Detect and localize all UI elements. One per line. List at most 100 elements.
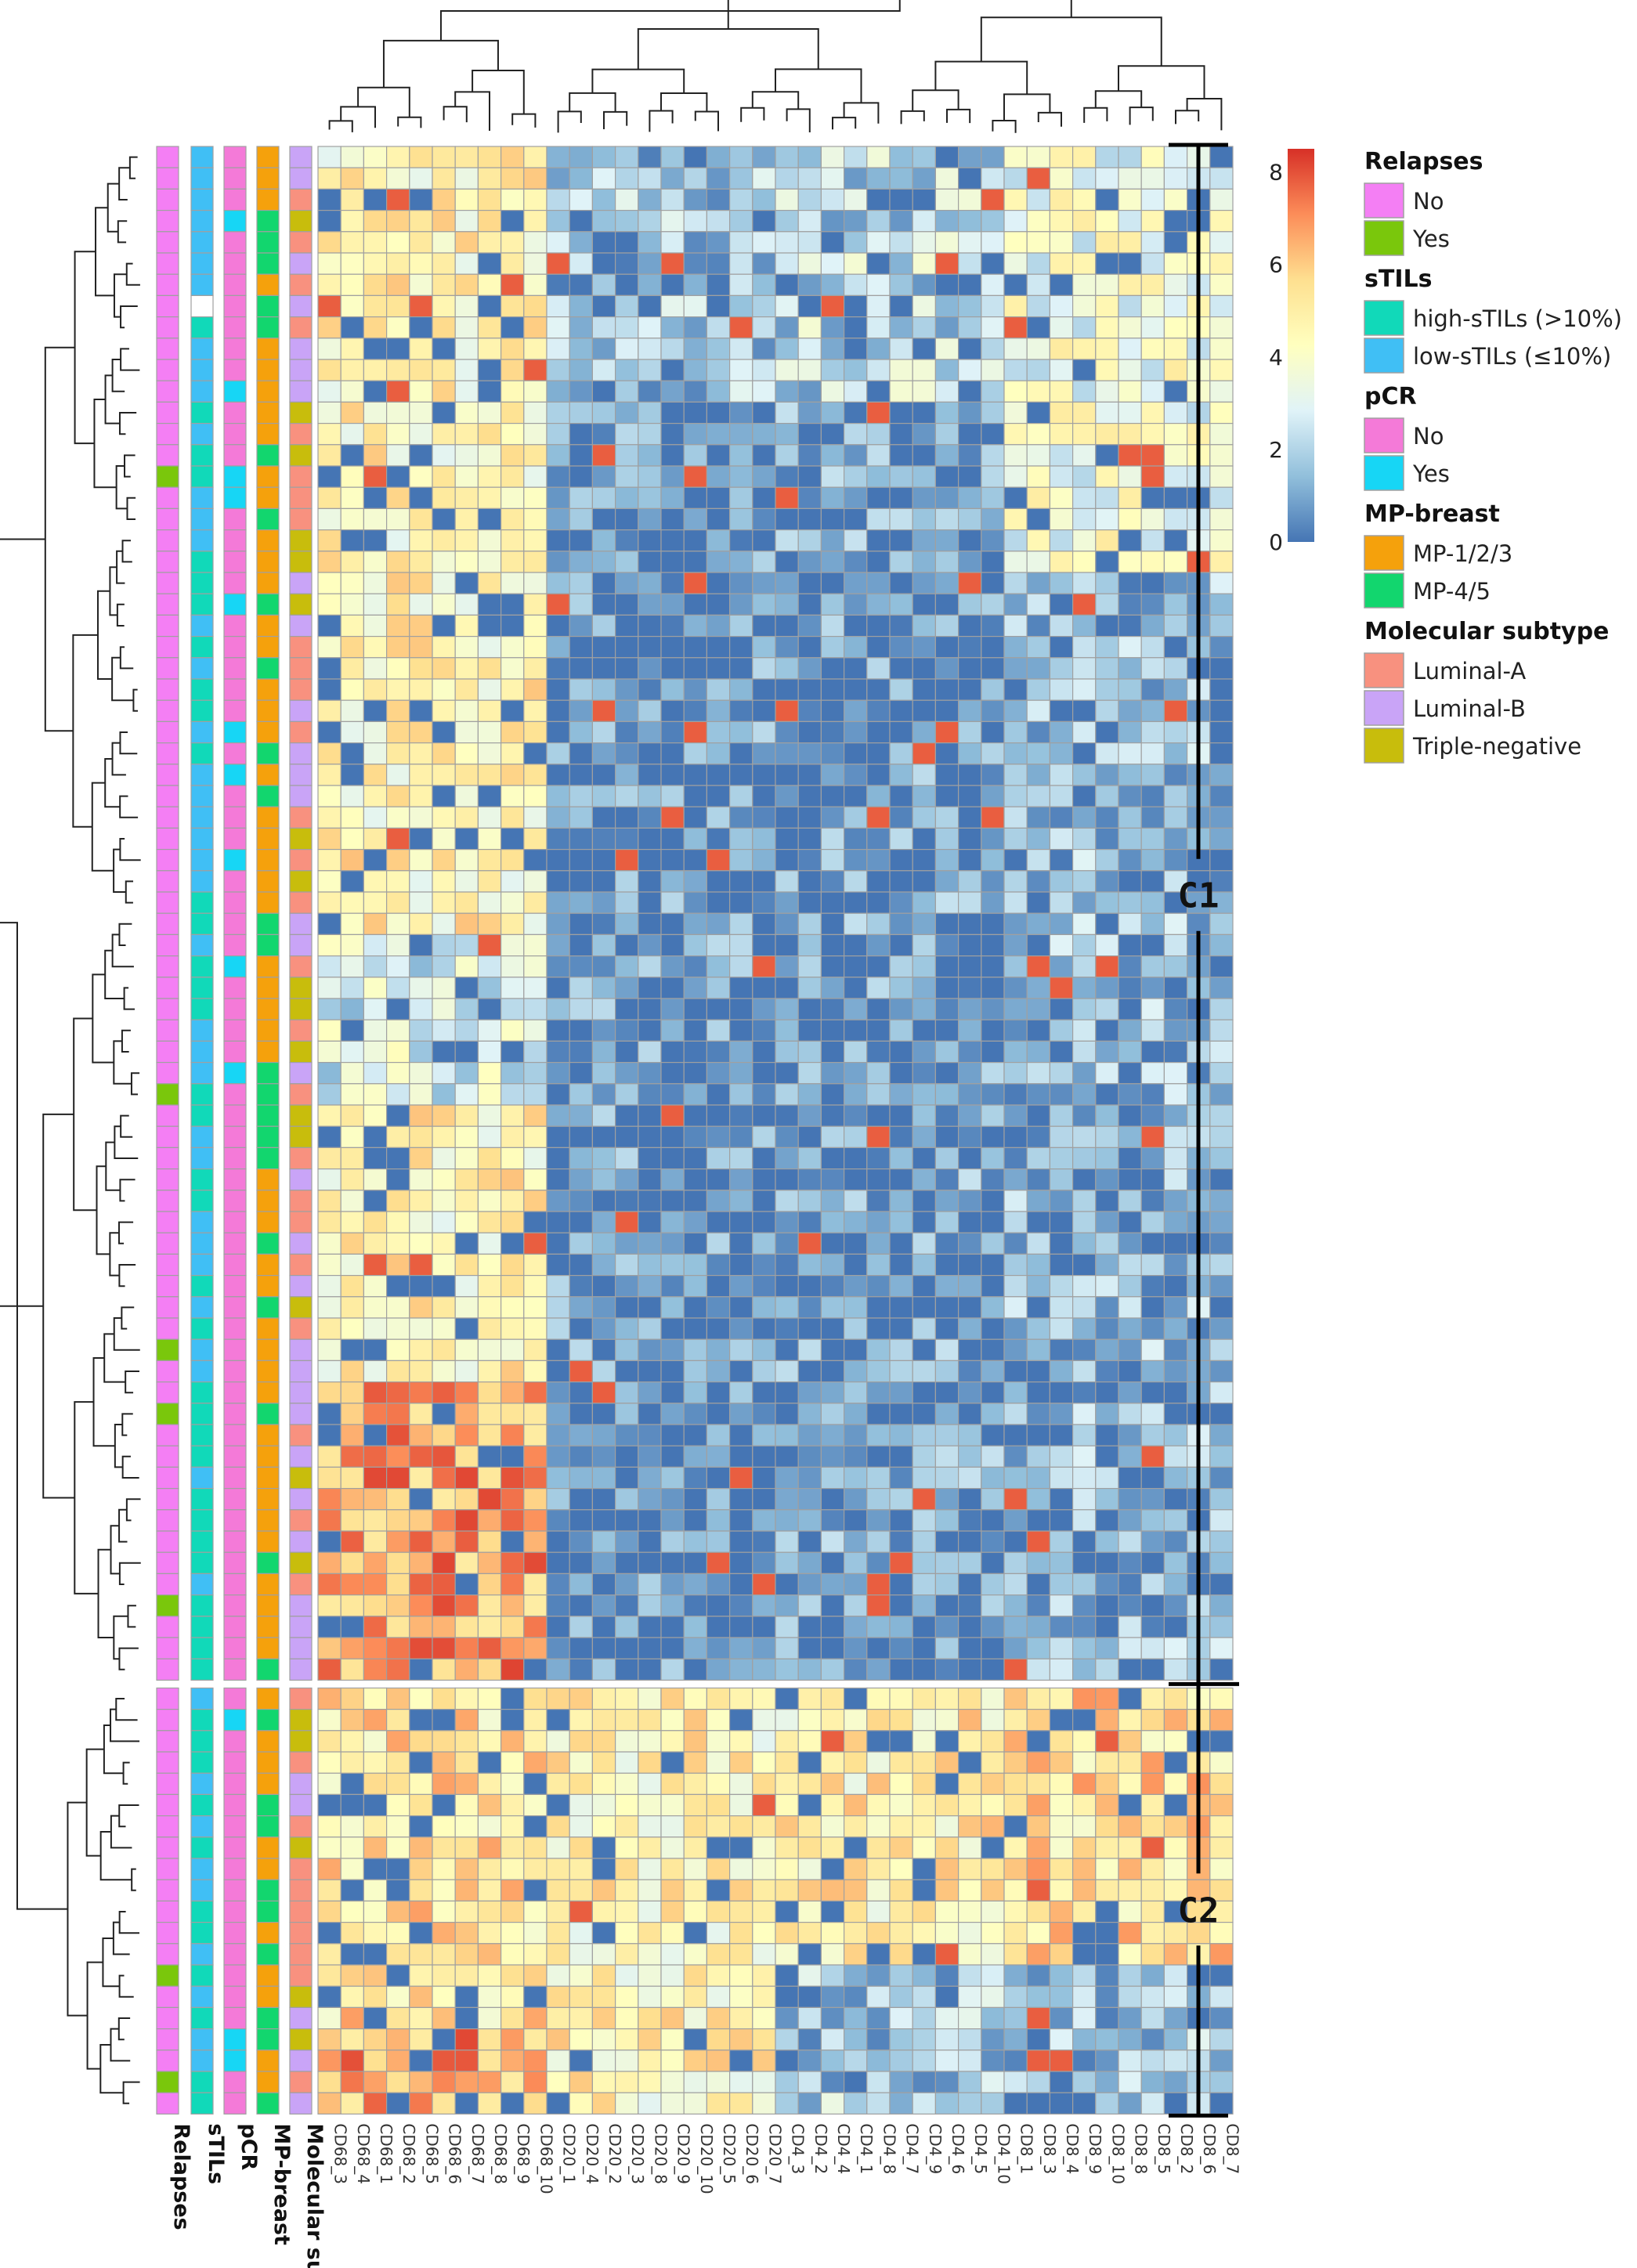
heatmap-cell bbox=[912, 1360, 936, 1383]
heatmap-cell bbox=[1071, 188, 1097, 211]
heatmap-cell bbox=[569, 444, 594, 467]
annotation-cell bbox=[190, 1445, 214, 1468]
heatmap-cell bbox=[363, 1509, 388, 1532]
heatmap-cell bbox=[683, 422, 708, 446]
heatmap-cell bbox=[638, 167, 662, 190]
heatmap-cell bbox=[797, 231, 822, 254]
legend-label: MP-4/5 bbox=[1413, 578, 1491, 605]
heatmap-cell bbox=[1071, 1637, 1097, 1659]
heatmap-cell bbox=[1209, 316, 1234, 339]
heatmap-cell bbox=[1095, 1751, 1119, 1774]
heatmap-cell bbox=[889, 1900, 913, 1923]
heatmap-cell bbox=[638, 1730, 662, 1753]
heatmap-cell bbox=[1163, 444, 1188, 467]
heatmap-cell bbox=[889, 1083, 913, 1106]
annotation-cell bbox=[190, 1730, 214, 1753]
heatmap-cell bbox=[797, 1858, 822, 1880]
heatmap-cell bbox=[1003, 593, 1028, 616]
heatmap-cell bbox=[500, 635, 525, 659]
heatmap-cell bbox=[1003, 1730, 1028, 1753]
heatmap-cell bbox=[569, 699, 594, 723]
heatmap-cell bbox=[638, 891, 662, 914]
heatmap-cell bbox=[1118, 1922, 1142, 1945]
heatmap-cell bbox=[981, 401, 1005, 424]
heatmap-cell bbox=[1209, 827, 1234, 850]
heatmap-cell bbox=[820, 1687, 845, 1710]
heatmap-cell bbox=[912, 401, 936, 424]
heatmap-cell bbox=[1026, 1274, 1050, 1298]
heatmap-cell bbox=[569, 934, 594, 957]
heatmap-cell bbox=[386, 998, 410, 1020]
heatmap-cell bbox=[638, 1772, 662, 1795]
heatmap-cell bbox=[1071, 1943, 1097, 1966]
heatmap-cell bbox=[340, 1687, 365, 1710]
heatmap-cell bbox=[1209, 742, 1234, 765]
heatmap-cell bbox=[775, 338, 799, 360]
annotation-cell bbox=[223, 1637, 247, 1659]
heatmap-cell bbox=[981, 167, 1005, 190]
annotation-cell bbox=[256, 1509, 280, 1532]
heatmap-cell bbox=[591, 678, 616, 701]
heatmap-cell bbox=[523, 1922, 547, 1945]
heatmap-cell bbox=[363, 273, 388, 297]
heatmap-cell bbox=[569, 657, 594, 680]
heatmap-cell bbox=[638, 1943, 662, 1966]
heatmap-cell bbox=[683, 188, 708, 211]
annotation-cell bbox=[289, 1381, 313, 1404]
heatmap-cell bbox=[569, 593, 594, 616]
heatmap-cell bbox=[1003, 1253, 1028, 1277]
heatmap-cell bbox=[432, 1551, 456, 1574]
heatmap-cell bbox=[843, 1019, 868, 1042]
heatmap-cell bbox=[912, 1338, 936, 1361]
heatmap-cell bbox=[1140, 1253, 1165, 1277]
heatmap-cell bbox=[1209, 1147, 1234, 1170]
heatmap-cell bbox=[1118, 848, 1142, 872]
annotation-cell bbox=[256, 2092, 280, 2115]
heatmap-cell bbox=[569, 338, 594, 360]
heatmap-cell bbox=[409, 1836, 433, 1859]
heatmap-cell bbox=[1163, 316, 1188, 339]
heatmap-cell bbox=[546, 1922, 570, 1945]
heatmap-cell bbox=[797, 1616, 822, 1638]
heatmap-cell bbox=[523, 1751, 547, 1774]
heatmap-cell bbox=[820, 657, 845, 680]
heatmap-cell bbox=[569, 359, 594, 381]
heatmap-cell bbox=[1118, 1168, 1142, 1191]
heatmap-cell bbox=[981, 1836, 1005, 1859]
heatmap-cell bbox=[660, 678, 685, 701]
heatmap-cell bbox=[1049, 572, 1074, 594]
heatmap-cell bbox=[957, 720, 982, 744]
heatmap-cell bbox=[386, 1190, 410, 1212]
heatmap-cell bbox=[728, 1551, 753, 1574]
heatmap-cell bbox=[843, 1551, 868, 1574]
heatmap-cell bbox=[591, 635, 616, 659]
heatmap-cell bbox=[843, 1730, 868, 1753]
annotation-cell bbox=[256, 529, 280, 552]
heatmap-cell bbox=[386, 252, 410, 275]
heatmap-cell bbox=[934, 1211, 959, 1233]
annotation-cell bbox=[289, 1274, 313, 1298]
annotation-cell bbox=[256, 912, 280, 935]
annotation-cell bbox=[156, 1360, 179, 1383]
heatmap-cell bbox=[363, 1317, 388, 1340]
annotation-cell bbox=[223, 167, 247, 190]
heatmap-cell bbox=[638, 1403, 662, 1425]
heatmap-cell bbox=[683, 593, 708, 616]
heatmap-cell bbox=[569, 1211, 594, 1233]
heatmap-cell bbox=[569, 1232, 594, 1255]
heatmap-cell bbox=[683, 1858, 708, 1880]
heatmap-cell bbox=[477, 359, 502, 381]
heatmap-cell bbox=[1118, 231, 1142, 254]
heatmap-cell bbox=[706, 1274, 731, 1298]
heatmap-cell bbox=[683, 1424, 708, 1446]
heatmap-cell bbox=[706, 1964, 731, 1987]
heatmap-cell bbox=[386, 912, 410, 935]
heatmap-cell bbox=[660, 1985, 685, 2008]
heatmap-cell bbox=[340, 1964, 365, 1987]
heatmap-cell bbox=[706, 1509, 731, 1532]
annotation-cell bbox=[289, 380, 313, 403]
heatmap-cell bbox=[1026, 1338, 1050, 1361]
annotation-cell bbox=[223, 977, 247, 999]
heatmap-cell bbox=[1071, 1147, 1097, 1170]
heatmap-cell bbox=[500, 572, 525, 594]
